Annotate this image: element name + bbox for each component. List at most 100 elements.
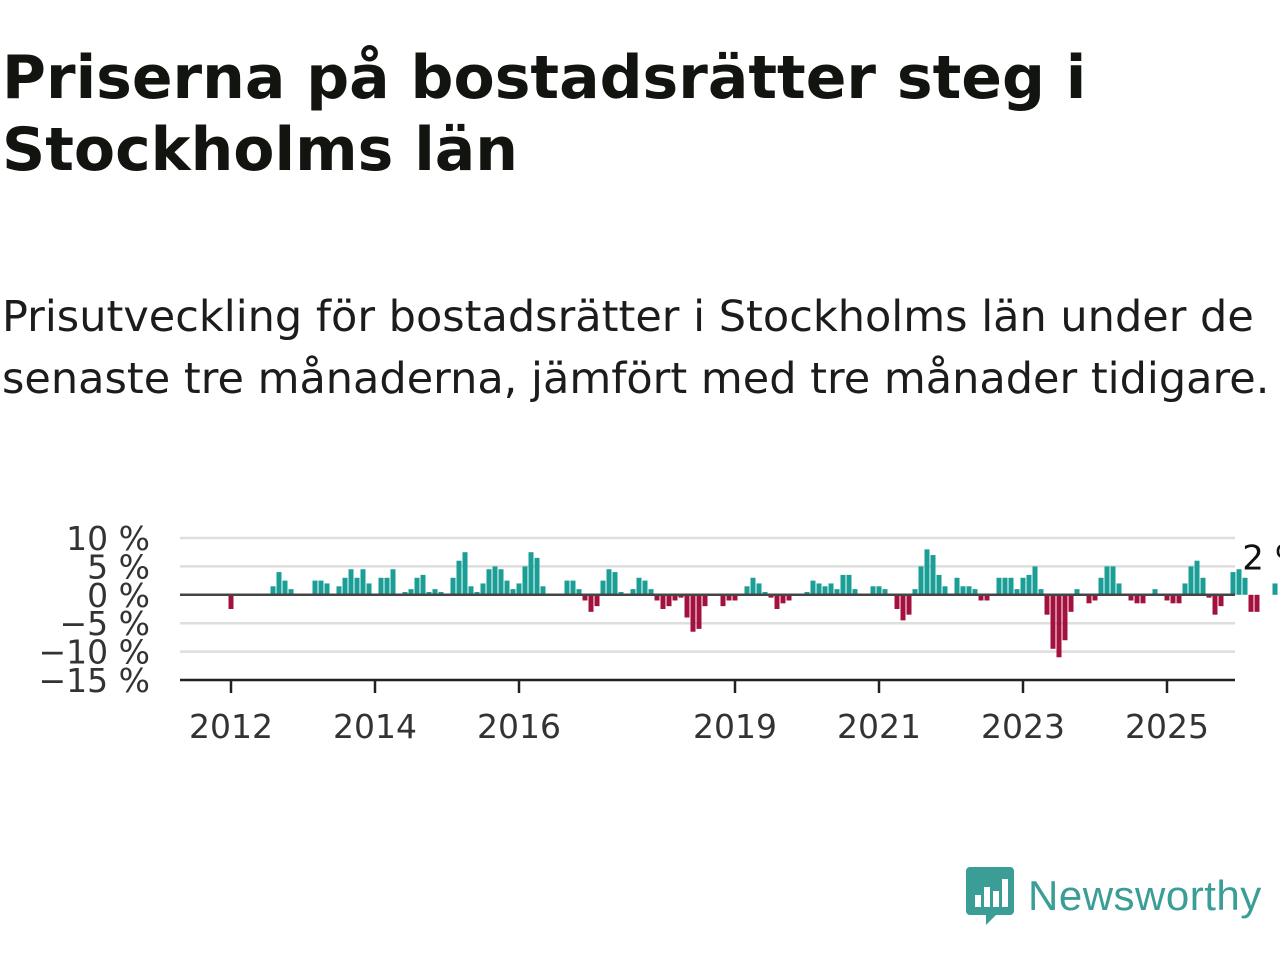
bar <box>726 594 732 601</box>
bar <box>336 586 342 595</box>
bar <box>906 594 912 615</box>
price-change-chart: 10 %5 %0 %−5 %−10 %−15 % 2012 2014 2016 201… <box>39 519 1280 745</box>
chart-subtitle: Prisutveckling för bostadsrätter i Stock… <box>2 292 1270 404</box>
bar <box>270 586 276 595</box>
bar <box>1038 589 1044 595</box>
bar <box>942 586 948 595</box>
bar <box>348 569 354 595</box>
bar <box>744 586 750 595</box>
bar <box>1248 594 1254 612</box>
bar <box>1164 594 1170 601</box>
bar <box>582 594 588 601</box>
bar <box>648 589 654 595</box>
bar <box>528 552 534 595</box>
bar <box>1008 577 1014 595</box>
y-tick-label: 10 % <box>66 519 150 558</box>
bar <box>588 594 594 612</box>
bar <box>312 580 318 595</box>
x-tick-label: 2023 <box>981 707 1065 745</box>
bar <box>720 594 726 607</box>
bar <box>1056 594 1062 658</box>
bar <box>450 577 456 595</box>
bar <box>228 594 234 609</box>
chart-title: Priserna på bostadsrätter steg i Stockho… <box>2 43 1087 185</box>
bar <box>816 583 822 595</box>
bar <box>1128 594 1134 601</box>
bar <box>660 594 666 609</box>
bar <box>876 586 882 595</box>
y-tick-label: 5 % <box>87 547 150 586</box>
bar <box>1068 594 1074 612</box>
bar <box>960 586 966 595</box>
bar <box>930 555 936 595</box>
bar <box>402 591 408 595</box>
bar <box>1218 594 1224 607</box>
bar <box>468 586 474 595</box>
bar <box>954 577 960 595</box>
x-tick-label: 2021 <box>837 707 921 745</box>
y-tick-label: −15 % <box>39 661 151 700</box>
bar <box>534 557 540 595</box>
bar <box>408 589 414 595</box>
bar <box>522 566 528 595</box>
bar <box>618 591 624 595</box>
bar <box>630 589 636 595</box>
bar <box>768 594 774 598</box>
bar <box>918 566 924 595</box>
bar <box>1044 594 1050 615</box>
bar <box>1134 594 1140 604</box>
bar <box>678 594 684 598</box>
bar <box>1098 577 1104 595</box>
bar <box>828 583 834 595</box>
bar <box>786 594 792 601</box>
bar <box>1140 594 1146 604</box>
grid-lines <box>180 536 1235 682</box>
x-axis: 2012 2014 2016 2019 2021 2023 2025 <box>180 593 1235 745</box>
bar <box>564 580 570 595</box>
bar <box>780 594 786 604</box>
bar <box>1026 574 1032 595</box>
bar <box>486 569 492 595</box>
bar <box>1116 583 1122 595</box>
bar <box>384 577 390 595</box>
bar <box>354 577 360 595</box>
bar <box>834 589 840 595</box>
bar <box>390 569 396 595</box>
bars <box>228 549 1278 658</box>
bar <box>1194 560 1200 595</box>
y-tick-label: −10 % <box>39 633 151 672</box>
bar <box>1182 583 1188 595</box>
bar <box>1104 566 1110 595</box>
bar <box>894 594 900 609</box>
bar <box>480 583 486 595</box>
bar <box>432 589 438 595</box>
bar <box>936 574 942 595</box>
bar <box>810 580 816 595</box>
bar <box>972 589 978 595</box>
bar <box>654 594 660 601</box>
bar <box>1176 594 1182 604</box>
bar <box>318 580 324 595</box>
bar <box>378 577 384 595</box>
bar <box>666 594 672 607</box>
bar <box>462 552 468 595</box>
bar <box>636 577 642 595</box>
bar <box>882 589 888 595</box>
bar <box>492 566 498 595</box>
bar <box>1086 594 1092 604</box>
bar <box>606 569 612 595</box>
bar <box>1020 577 1026 595</box>
bar <box>804 591 810 595</box>
bar <box>684 594 690 618</box>
bar <box>696 594 702 629</box>
x-tick-label: 2014 <box>333 707 417 745</box>
bar <box>900 594 906 621</box>
bar <box>438 591 444 595</box>
x-tick-label: 2019 <box>693 707 777 745</box>
newsworthy-logo: Newsworthy <box>964 864 1262 928</box>
bar <box>750 577 756 595</box>
bar <box>276 572 282 595</box>
bar <box>1230 572 1236 595</box>
bar <box>414 577 420 595</box>
bar <box>1200 577 1206 595</box>
